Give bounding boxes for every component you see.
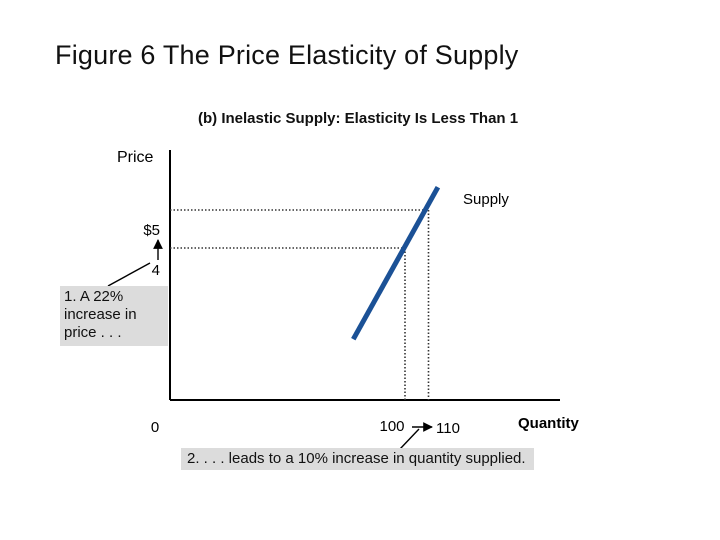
origin-label: 0	[151, 419, 159, 436]
quantity-annotation-pointer	[399, 428, 420, 450]
y-tick-label-4: 4	[152, 262, 160, 279]
x-tick-label-100: 100	[379, 418, 404, 435]
x-tick-label-110: 110	[436, 420, 460, 437]
chart-subtitle: (b) Inelastic Supply: Elasticity Is Less…	[198, 110, 519, 127]
quantity-increase-annotation: 2. . . . leads to a 10% increase in quan…	[181, 448, 534, 470]
supply-curve-label: Supply	[463, 191, 509, 208]
page-title: Figure 6 The Price Elasticity of Supply	[55, 40, 519, 70]
y-tick-label-5: $5	[143, 222, 160, 239]
price-annotation-pointer	[107, 262, 151, 287]
supply-curve	[351, 185, 441, 341]
y-axis-label: Price	[117, 149, 154, 166]
x-axis-label: Quantity	[518, 415, 579, 432]
price-increase-annotation: 1. A 22% increase in price . . .	[60, 286, 168, 346]
